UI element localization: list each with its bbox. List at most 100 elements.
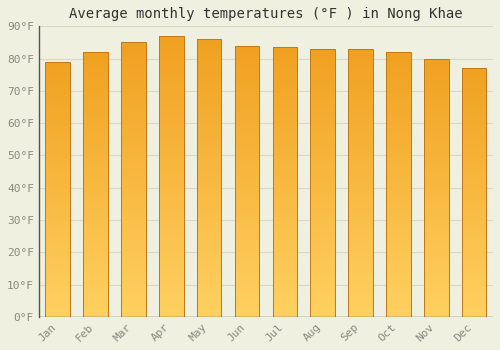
Bar — [348, 247, 373, 250]
Bar — [84, 206, 108, 208]
Bar — [310, 255, 335, 258]
Bar — [386, 65, 410, 68]
Bar — [159, 36, 184, 317]
Bar — [310, 156, 335, 159]
Bar — [46, 223, 70, 225]
Bar — [310, 258, 335, 260]
Bar — [234, 246, 260, 249]
Bar — [310, 223, 335, 226]
Bar — [197, 70, 222, 72]
Bar — [234, 143, 260, 146]
Bar — [46, 116, 70, 118]
Bar — [272, 306, 297, 309]
Bar — [272, 144, 297, 147]
Bar — [386, 264, 410, 266]
Bar — [84, 219, 108, 222]
Bar — [386, 124, 410, 126]
Bar — [121, 177, 146, 180]
Bar — [310, 76, 335, 78]
Bar — [121, 287, 146, 289]
Bar — [272, 206, 297, 209]
Bar — [46, 294, 70, 296]
Bar — [386, 84, 410, 86]
Bar — [310, 290, 335, 293]
Bar — [348, 212, 373, 215]
Bar — [46, 105, 70, 108]
Bar — [462, 131, 486, 133]
Bar — [348, 78, 373, 81]
Bar — [386, 153, 410, 155]
Bar — [424, 149, 448, 152]
Bar — [348, 111, 373, 113]
Bar — [424, 71, 448, 74]
Bar — [234, 265, 260, 268]
Bar — [197, 136, 222, 139]
Bar — [84, 269, 108, 272]
Bar — [121, 237, 146, 240]
Bar — [234, 113, 260, 116]
Bar — [386, 261, 410, 264]
Bar — [121, 232, 146, 235]
Bar — [462, 163, 486, 165]
Bar — [424, 180, 448, 182]
Bar — [386, 280, 410, 282]
Bar — [121, 64, 146, 67]
Bar — [348, 76, 373, 78]
Bar — [46, 120, 70, 123]
Bar — [272, 174, 297, 177]
Bar — [272, 133, 297, 136]
Bar — [159, 311, 184, 314]
Bar — [348, 207, 373, 210]
Bar — [197, 147, 222, 150]
Bar — [310, 129, 335, 132]
Bar — [159, 250, 184, 252]
Bar — [46, 182, 70, 184]
Bar — [310, 180, 335, 183]
Bar — [234, 54, 260, 56]
Bar — [159, 213, 184, 216]
Bar — [197, 167, 222, 170]
Bar — [159, 283, 184, 286]
Bar — [310, 65, 335, 68]
Bar — [424, 255, 448, 257]
Bar — [386, 259, 410, 261]
Bar — [310, 186, 335, 188]
Bar — [348, 129, 373, 132]
Bar — [272, 193, 297, 196]
Bar — [310, 204, 335, 207]
Bar — [46, 266, 70, 268]
Bar — [462, 98, 486, 100]
Bar — [310, 116, 335, 119]
Bar — [386, 147, 410, 150]
Bar — [310, 220, 335, 223]
Bar — [272, 179, 297, 182]
Bar — [84, 171, 108, 174]
Bar — [386, 81, 410, 84]
Bar — [159, 196, 184, 199]
Bar — [121, 127, 146, 130]
Bar — [424, 167, 448, 170]
Bar — [386, 121, 410, 124]
Bar — [462, 123, 486, 125]
Bar — [121, 56, 146, 59]
Bar — [424, 92, 448, 95]
Bar — [424, 126, 448, 128]
Bar — [197, 250, 222, 253]
Bar — [386, 73, 410, 76]
Bar — [84, 187, 108, 190]
Bar — [386, 243, 410, 245]
Bar — [272, 301, 297, 303]
Bar — [84, 243, 108, 245]
Bar — [197, 50, 222, 53]
Bar — [121, 86, 146, 89]
Bar — [121, 193, 146, 196]
Bar — [46, 243, 70, 245]
Bar — [462, 212, 486, 215]
Bar — [424, 239, 448, 242]
Bar — [46, 80, 70, 82]
Bar — [462, 272, 486, 274]
Bar — [197, 192, 222, 195]
Bar — [234, 92, 260, 94]
Bar — [46, 263, 70, 266]
Bar — [386, 253, 410, 256]
